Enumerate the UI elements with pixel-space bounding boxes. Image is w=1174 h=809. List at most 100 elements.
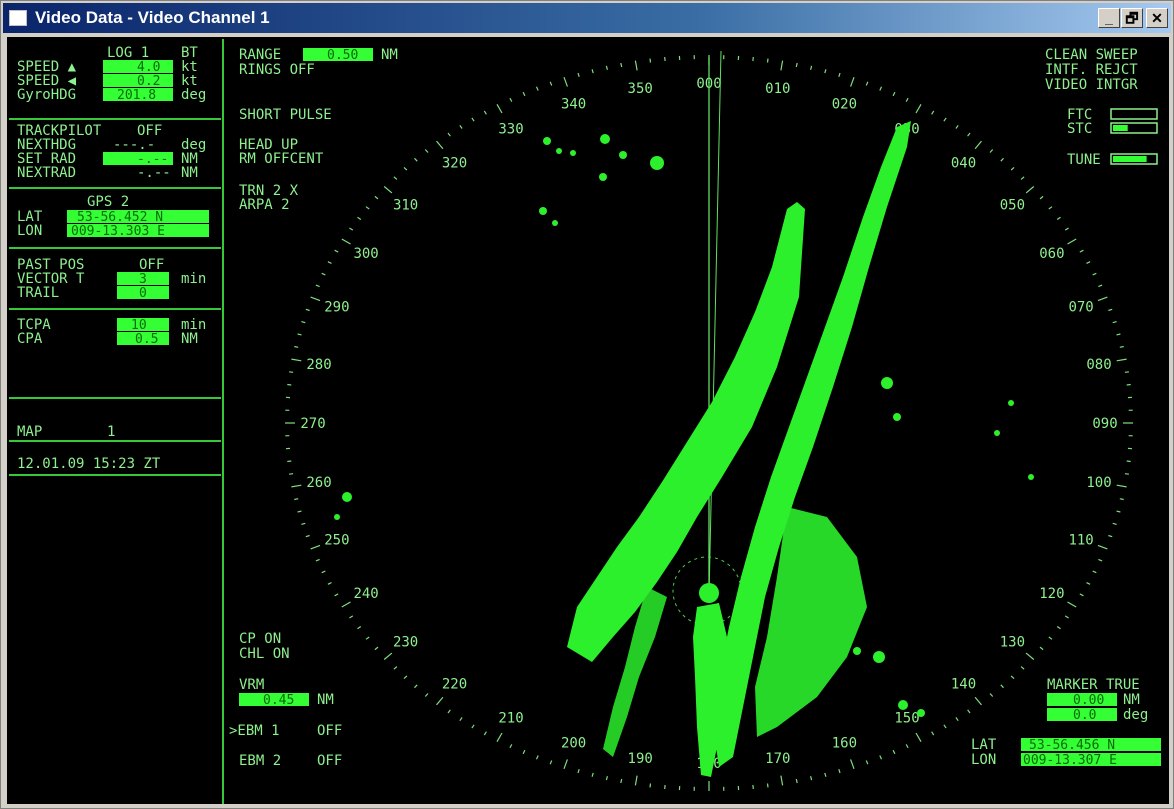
marker-bearing-unit: deg [1123, 707, 1148, 723]
vrm-box[interactable] [239, 693, 309, 706]
speed1-box[interactable] [103, 60, 173, 73]
bearing-tick [795, 62, 798, 68]
bearing-tick [509, 744, 513, 749]
bearing-tick [294, 345, 299, 348]
vector-box[interactable] [117, 272, 169, 285]
gyro-box[interactable] [103, 88, 173, 101]
stc-label: STC [1067, 121, 1092, 137]
bearing-tick [1010, 166, 1015, 171]
bearing-tick [1079, 593, 1084, 597]
bearing-tick [824, 69, 827, 74]
tcpa-value: 10 [131, 318, 147, 333]
bearing-label-070: 070 [1068, 300, 1093, 316]
echo [1028, 474, 1034, 480]
echo [873, 651, 885, 663]
close-button[interactable]: ✕ [1146, 8, 1168, 28]
cpa-box[interactable] [117, 332, 169, 345]
lat-box[interactable] [67, 210, 209, 223]
cursor-lat-box[interactable] [1021, 738, 1161, 751]
bearing-tick [496, 732, 503, 742]
bearing-label-100: 100 [1086, 475, 1111, 491]
setrad-box[interactable] [103, 152, 173, 165]
echo [1008, 400, 1014, 406]
bearing-label-150: 150 [894, 710, 919, 726]
pastpos-value: OFF [139, 257, 164, 273]
bearing-tick [321, 570, 326, 574]
stc-bar[interactable] [1110, 122, 1158, 134]
tune-bar[interactable] [1110, 153, 1158, 165]
echo [619, 151, 627, 159]
vrm-unit: NM [317, 692, 334, 708]
maximize-button[interactable]: 🗗 [1121, 8, 1143, 28]
bearing-tick [1126, 460, 1131, 463]
nexthdg-value: ---.- [113, 137, 155, 153]
nextrad-unit: NM [181, 165, 198, 181]
vector-value: 3 [139, 272, 147, 287]
bearing-tick [766, 783, 769, 788]
ebm2-label: EBM 2 [239, 753, 281, 769]
bearing-tick [365, 636, 370, 640]
radar-scope[interactable]: 0000100200300400500600700800901001101201… [285, 50, 1133, 791]
bearing-tick [1025, 186, 1035, 194]
bearing-tick [341, 238, 351, 245]
cursor-lon-box[interactable] [1021, 753, 1161, 766]
bearing-label-080: 080 [1086, 357, 1111, 373]
datetime: 12.01.09 15:23 ZT [17, 456, 161, 472]
bearing-tick [1098, 558, 1103, 562]
cpa-value: 0.5 [135, 332, 158, 347]
bearing-tick [1116, 510, 1121, 513]
bearing-tick [905, 744, 909, 749]
echo [599, 173, 607, 181]
radar-display: LOG 1 BT SPEED ▲ 4.0 kt SPEED ◀ 0.2 kt G… [7, 37, 1169, 804]
bearing-label-170: 170 [765, 751, 790, 767]
tcpa-box[interactable] [117, 318, 169, 331]
bearing-tick [1048, 636, 1053, 640]
bearing-tick [1020, 176, 1025, 180]
bearing-tick [447, 132, 451, 137]
trail-box[interactable] [117, 286, 169, 299]
bearing-tick [1112, 321, 1117, 324]
bearing-tick [563, 76, 568, 87]
bearing-tick [989, 693, 994, 697]
marker-bearing-box[interactable] [1047, 708, 1117, 721]
bearing-tick [563, 759, 568, 770]
pastpos-label: PAST POS [17, 257, 84, 273]
bearing-tick [1010, 675, 1015, 680]
range-box[interactable] [303, 48, 373, 61]
bearing-tick [1067, 238, 1077, 245]
marker-range-box[interactable] [1047, 693, 1117, 706]
bearing-label-300: 300 [353, 246, 378, 262]
bearing-tick [1119, 498, 1124, 501]
bearing-tick [297, 333, 302, 336]
bearing-label-020: 020 [832, 97, 857, 113]
window-title: Video Data - Video Channel 1 [35, 8, 270, 27]
cp-status: CP ON [239, 631, 281, 647]
ftc-bar[interactable] [1110, 108, 1158, 120]
title-bar[interactable]: Video Data - Video Channel 1 _ 🗗 ✕ [3, 3, 1171, 33]
gps-label: GPS 2 [87, 194, 129, 210]
bearing-tick [327, 582, 332, 585]
bearing-tick [967, 709, 971, 714]
bearing-tick [1112, 522, 1117, 525]
bearing-tick [291, 484, 302, 488]
bearing-tick [291, 358, 302, 362]
range-unit: NM [381, 47, 398, 63]
bearing-tick [810, 776, 813, 781]
bearing-label-260: 260 [306, 475, 331, 491]
lon-box[interactable] [67, 224, 209, 237]
gyro-value: 201.8 [117, 88, 156, 103]
range-value: 0.50 [327, 48, 358, 63]
range-label: RANGE [239, 47, 281, 63]
bearing-tick [289, 371, 294, 373]
speed2-box[interactable] [103, 74, 173, 87]
bearing-tick [974, 140, 982, 150]
bearing-tick [1039, 195, 1044, 200]
bearing-tick [393, 176, 398, 180]
bearing-label-330: 330 [498, 122, 523, 138]
bearing-tick [838, 769, 841, 774]
bearing-tick [471, 117, 475, 122]
lat-value: 53-56.452 N [77, 210, 163, 225]
bearing-label-250: 250 [324, 532, 349, 548]
bearing-tick [591, 772, 594, 777]
minimize-button[interactable]: _ [1098, 8, 1120, 28]
